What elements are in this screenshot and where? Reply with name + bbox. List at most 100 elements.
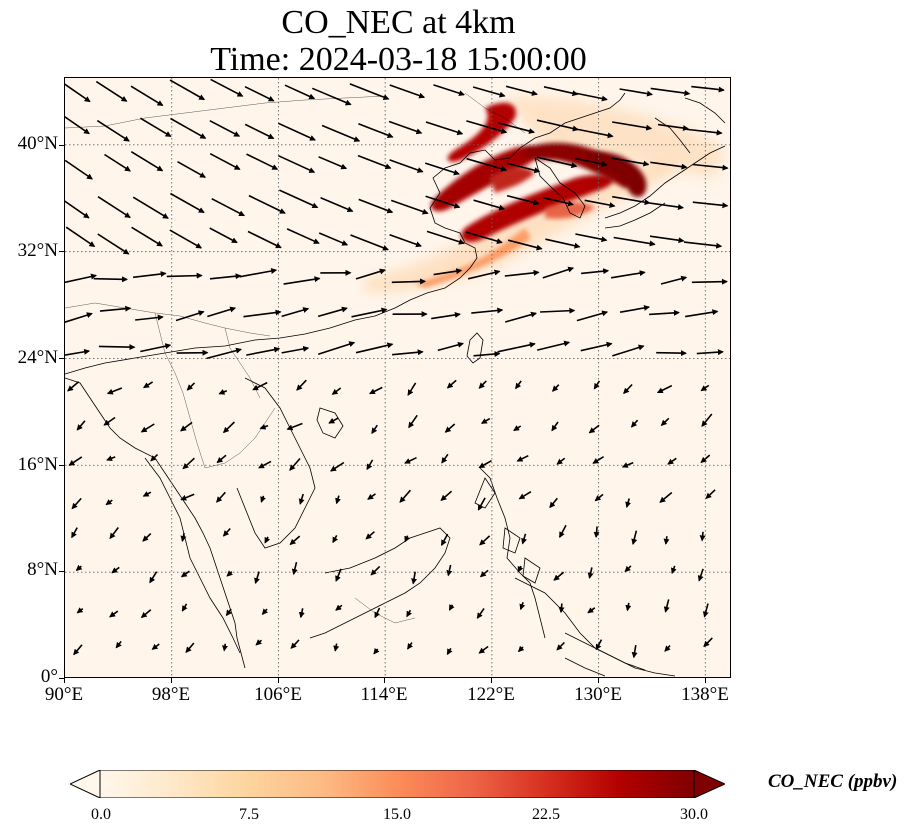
- wind-arrow: [507, 239, 543, 251]
- y-tick-32n: 32°N: [17, 240, 58, 261]
- wind-arrow: [649, 202, 684, 210]
- wind-arrow: [222, 643, 228, 652]
- wind-arrow: [649, 309, 680, 316]
- coastlines: [65, 92, 726, 677]
- wind-arrow: [425, 195, 461, 209]
- wind-arrow: [166, 272, 203, 279]
- wind-arrow: [95, 80, 128, 102]
- x-tick-106e: 106°E: [254, 684, 302, 705]
- wind-arrow: [180, 421, 193, 432]
- wind-arrow: [479, 569, 489, 578]
- wind-arrow: [549, 497, 558, 509]
- colorbar-svg: [68, 769, 727, 799]
- wind-arrow: [355, 268, 386, 280]
- y-tick-mark: [59, 251, 64, 252]
- wind-arrow: [540, 307, 576, 314]
- wind-arrow: [656, 384, 673, 394]
- wind-arrow: [278, 122, 316, 141]
- wind-arrow: [388, 120, 423, 135]
- wind-arrow: [631, 644, 638, 659]
- wind-arrow: [624, 565, 632, 573]
- wind-arrow: [65, 115, 90, 135]
- wind-arrow: [667, 457, 677, 465]
- wind-arrow: [497, 341, 536, 353]
- wind-arrow: [109, 527, 119, 540]
- wind-arrow: [133, 271, 167, 279]
- wind-arrow: [433, 268, 463, 276]
- wind-arrow: [373, 647, 380, 655]
- wind-arrow: [467, 269, 501, 280]
- wind-arrow: [351, 307, 388, 318]
- wind-arrow: [404, 456, 417, 464]
- wind-arrow: [411, 571, 417, 585]
- wind-arrow: [657, 123, 689, 131]
- wind-arrow: [65, 159, 93, 180]
- wind-arrow: [335, 495, 341, 505]
- wind-arrow: [472, 86, 506, 98]
- wind-arrow: [700, 454, 711, 464]
- wind-arrow: [65, 312, 93, 323]
- x-tick-mark: [705, 678, 706, 683]
- wind-arrow: [207, 306, 237, 318]
- wind-arrow: [225, 608, 232, 617]
- wind-arrow: [284, 84, 316, 100]
- wind-arrow: [625, 498, 632, 508]
- wind-arrow: [291, 562, 298, 576]
- wind-arrow: [433, 84, 465, 97]
- wind-arrow: [186, 382, 196, 391]
- wind-arrow: [140, 609, 152, 619]
- wind-arrow: [180, 493, 195, 501]
- wind-arrow: [130, 151, 164, 172]
- colorbar-tick-7-5: 7.5: [239, 806, 259, 823]
- wind-arrow: [574, 92, 608, 102]
- wind-arrow: [99, 305, 132, 312]
- wind-arrow: [355, 342, 394, 354]
- wind-arrow: [703, 637, 713, 648]
- wind-arrow: [660, 275, 688, 285]
- wind-arrow: [404, 535, 410, 543]
- wind-arrow: [281, 345, 310, 354]
- wind-arrow: [399, 489, 412, 503]
- wind-arrow: [631, 530, 638, 545]
- wind-arrow: [478, 645, 489, 654]
- wind-arrow: [175, 310, 205, 322]
- wind-arrow: [685, 309, 719, 318]
- wind-arrow: [619, 305, 650, 313]
- wind-arrow: [335, 568, 342, 582]
- wind-arrow: [558, 603, 565, 614]
- wind-arrow: [246, 153, 279, 170]
- wind-arrow: [76, 607, 84, 614]
- wind-arrow: [298, 493, 305, 505]
- wind-arrow: [576, 128, 614, 139]
- wind-arrow: [244, 85, 275, 102]
- wind-arrow: [311, 87, 352, 106]
- wind-arrow: [169, 229, 203, 249]
- wind-arrow: [65, 226, 96, 248]
- wind-arrow: [243, 309, 282, 318]
- wind-arrow: [471, 307, 504, 314]
- wind-arrow: [131, 226, 163, 247]
- wind-arrow: [625, 602, 632, 612]
- wind-arrow: [216, 491, 226, 503]
- wind-arrow: [683, 128, 723, 136]
- wind-arrow: [389, 159, 424, 173]
- wind-arrow: [132, 196, 169, 219]
- wind-arrow: [321, 124, 361, 142]
- wind-arrow: [67, 381, 80, 392]
- wind-arrow: [593, 380, 601, 390]
- wind-arrow: [466, 120, 508, 134]
- wind-arrow: [71, 497, 82, 510]
- wind-arrow: [440, 490, 453, 501]
- wind-arrow: [239, 268, 278, 278]
- wind-arrow: [446, 647, 453, 656]
- wind-arrow: [358, 198, 394, 214]
- wind-arrow: [697, 568, 704, 582]
- wind-arrow: [350, 234, 389, 251]
- wind-arrow: [700, 384, 710, 392]
- wind-arrow: [473, 199, 506, 211]
- wind-arrow: [135, 314, 164, 321]
- wind-arrow: [65, 83, 91, 103]
- wind-arrow: [222, 421, 235, 434]
- wind-arrow: [473, 351, 501, 358]
- map-area[interactable]: [64, 77, 731, 678]
